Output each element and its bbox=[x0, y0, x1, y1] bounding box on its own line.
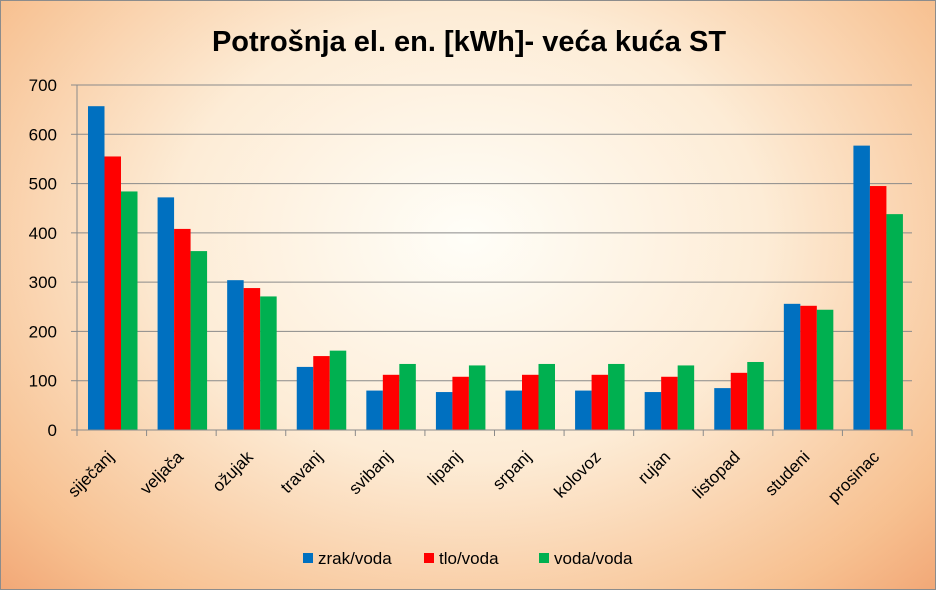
bar bbox=[121, 191, 138, 430]
bar bbox=[435, 392, 453, 430]
bar bbox=[399, 363, 416, 430]
bar bbox=[190, 251, 208, 430]
bar bbox=[157, 197, 175, 430]
y-tick-label: 300 bbox=[29, 273, 57, 292]
bar bbox=[853, 145, 870, 430]
x-tick-label: kolovoz bbox=[551, 447, 605, 501]
x-tick-label: lipanj bbox=[424, 447, 466, 489]
x-tick-label: travanj bbox=[277, 447, 327, 497]
bar bbox=[747, 361, 764, 430]
legend-swatch bbox=[424, 553, 434, 563]
bar bbox=[227, 280, 244, 430]
y-tick-label: 600 bbox=[29, 125, 57, 144]
y-tick-label: 700 bbox=[29, 76, 57, 95]
y-tick-label: 100 bbox=[29, 372, 57, 391]
bar bbox=[591, 374, 609, 430]
bar bbox=[886, 214, 903, 430]
axes bbox=[76, 85, 913, 436]
bar bbox=[538, 363, 555, 430]
bar bbox=[366, 390, 383, 430]
y-tick-label: 500 bbox=[29, 175, 57, 194]
x-tick-label: siječanj bbox=[64, 447, 118, 501]
x-tick-label: ožujak bbox=[209, 447, 258, 496]
bar bbox=[452, 376, 469, 430]
bar bbox=[575, 390, 592, 430]
bar bbox=[608, 363, 625, 430]
legend-label: voda/voda bbox=[554, 549, 633, 568]
legend-item: zrak/voda bbox=[303, 549, 392, 568]
bar bbox=[816, 309, 834, 430]
x-tick-label: veljača bbox=[136, 447, 187, 498]
gridlines bbox=[77, 84, 912, 382]
legend-item: voda/voda bbox=[539, 549, 633, 568]
x-tick-label: rujan bbox=[634, 447, 674, 487]
x-tick-label: svibanj bbox=[345, 447, 396, 498]
x-tick-label: srpanj bbox=[489, 447, 535, 493]
bar bbox=[104, 156, 121, 430]
bar bbox=[296, 366, 314, 430]
legend-swatch bbox=[539, 553, 549, 563]
bars bbox=[88, 106, 903, 430]
bar bbox=[329, 350, 347, 430]
x-tick-label: listopad bbox=[689, 447, 744, 502]
x-tick-label: studeni bbox=[761, 447, 813, 499]
bar bbox=[243, 288, 261, 430]
chart-title: Potrošnja el. en. [kWh]- veća kuća ST bbox=[212, 26, 726, 58]
legend: zrak/voda tlo/voda voda/voda bbox=[303, 549, 633, 568]
bar bbox=[468, 365, 486, 430]
bar bbox=[869, 186, 887, 430]
x-axis-ticks: siječanj veljača ožujak travanj svibanj lipan… bbox=[64, 447, 883, 506]
y-tick-label: 0 bbox=[48, 421, 57, 440]
legend-label: zrak/voda bbox=[318, 549, 392, 568]
bar bbox=[783, 303, 801, 430]
legend-item: tlo/voda bbox=[424, 549, 499, 568]
bar bbox=[730, 372, 748, 430]
y-tick-label: 200 bbox=[29, 322, 57, 341]
bar bbox=[174, 228, 191, 430]
bar bbox=[714, 388, 731, 430]
y-axis-ticks: 0 100 200 300 400 500 600 700 bbox=[29, 76, 77, 440]
bar bbox=[313, 356, 330, 430]
bar bbox=[522, 374, 539, 430]
bar bbox=[644, 392, 662, 430]
bar bbox=[88, 106, 105, 430]
bar bbox=[382, 374, 400, 430]
bar bbox=[661, 376, 678, 430]
x-tick-label: prosinac bbox=[824, 447, 883, 506]
y-tick-label: 400 bbox=[29, 224, 57, 243]
legend-label: tlo/voda bbox=[439, 549, 499, 568]
bar bbox=[260, 296, 277, 430]
bar bbox=[800, 305, 817, 430]
bar bbox=[505, 390, 522, 430]
bar bbox=[677, 365, 695, 430]
legend-swatch bbox=[303, 553, 313, 563]
